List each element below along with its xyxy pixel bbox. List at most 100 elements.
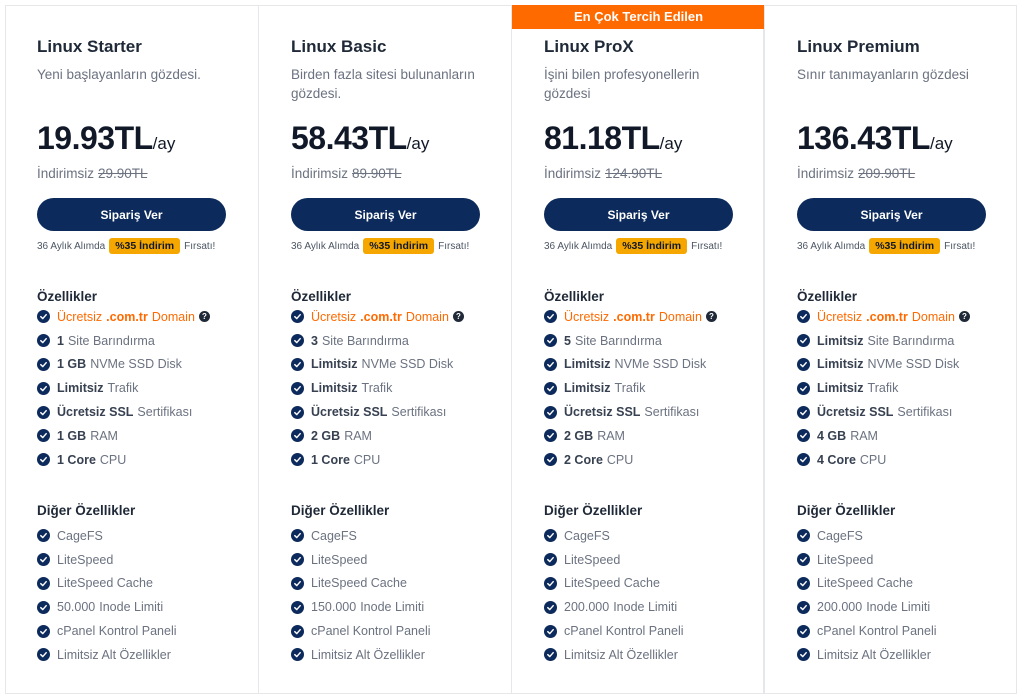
feature-label: LiteSpeed Cache xyxy=(311,576,407,591)
feature-label: CPU xyxy=(353,452,381,467)
check-icon xyxy=(797,624,810,638)
feature-ssl: Ücretsiz SSL Sertifikası xyxy=(291,400,464,424)
check-icon xyxy=(291,429,304,443)
feature-label: cPanel Kontrol Paneli xyxy=(311,624,431,639)
check-icon xyxy=(37,600,50,614)
feature-value: 1 Core xyxy=(311,452,350,467)
domain-word: Domain xyxy=(911,309,955,324)
feature-label: RAM xyxy=(90,428,118,443)
feature-label: LiteSpeed xyxy=(564,552,621,567)
feature-traffic: Limitsiz Trafik xyxy=(797,376,970,400)
feature-label: Sertifikası xyxy=(897,405,953,420)
old-price: İndirimsiz 209.90TL xyxy=(797,166,915,181)
feature-value: 1 Core xyxy=(57,452,96,467)
feature-label: LiteSpeed Cache xyxy=(817,576,913,591)
check-icon xyxy=(544,357,557,371)
domain-free: Ücretsiz xyxy=(311,309,357,324)
feature-label: Sertifikası xyxy=(644,405,700,420)
feature-sites: 5 Site Barındırma xyxy=(544,329,717,353)
feature-label: NVMe SSD Disk xyxy=(361,357,454,372)
price-unit: /ay xyxy=(659,134,683,153)
check-icon xyxy=(544,453,557,467)
check-icon xyxy=(544,381,557,395)
old-price-value: 124.90TL xyxy=(605,166,663,181)
plan-card: Linux ProX İşini bilen profesyonellerin … xyxy=(511,5,765,694)
feature-traffic: Limitsiz Trafik xyxy=(291,376,464,400)
plan-name: Linux Basic xyxy=(291,37,387,56)
feature-ram: 2 GB RAM xyxy=(544,424,717,448)
promo-suffix: Fırsatı! xyxy=(691,240,723,252)
feature-ssl: Ücretsiz SSL Sertifikası xyxy=(797,400,970,424)
discount-badge: %35 İndirim xyxy=(616,238,688,254)
old-price-label: İndirimsiz xyxy=(797,166,855,181)
feature-value: Limitsiz xyxy=(564,381,611,396)
feature-label: LiteSpeed xyxy=(57,552,114,567)
other-features-title: Diğer Özellikler xyxy=(544,503,643,518)
feature-value: 1 GB xyxy=(57,357,87,372)
feature-sites: 1 Site Barındırma xyxy=(37,329,210,353)
feature-ram: 1 GB RAM xyxy=(37,424,210,448)
check-icon xyxy=(797,310,810,324)
plan-price: 58.43TL/ay xyxy=(291,120,429,157)
promo-suffix: Fırsatı! xyxy=(184,240,216,252)
check-icon xyxy=(797,405,810,419)
feature-value: Limitsiz xyxy=(564,357,611,372)
feature-traffic: Limitsiz Trafik xyxy=(544,376,717,400)
feature-value: 1 xyxy=(57,333,64,348)
check-icon xyxy=(37,357,50,371)
plan-name: Linux Starter xyxy=(37,37,142,56)
feature-value: Ücretsiz SSL xyxy=(311,405,388,420)
feature-label: CageFS xyxy=(564,528,610,543)
help-icon[interactable]: ? xyxy=(452,311,464,323)
features-title: Özellikler xyxy=(544,289,605,304)
features-title: Özellikler xyxy=(797,289,858,304)
discount-badge: %35 İndirim xyxy=(869,238,941,254)
feature-label: Limitsiz Alt Özellikler xyxy=(817,647,931,662)
feature-label: Trafik xyxy=(614,381,646,396)
order-button[interactable]: Sipariş Ver xyxy=(37,198,226,231)
feature-label: LiteSpeed Cache xyxy=(564,576,660,591)
other-feature: LiteSpeed xyxy=(544,548,684,572)
feature-value: 3 xyxy=(311,333,318,348)
plan-description: Yeni başlayanların gözdesi. xyxy=(37,67,201,82)
check-icon xyxy=(291,624,304,638)
other-features-list: CageFS LiteSpeed LiteSpeed Cache 200.000… xyxy=(797,524,937,667)
check-icon xyxy=(291,529,304,543)
feature-value: Ücretsiz SSL xyxy=(57,405,134,420)
other-features-title: Diğer Özellikler xyxy=(291,503,390,518)
help-icon[interactable]: ? xyxy=(705,311,717,323)
order-button[interactable]: Sipariş Ver xyxy=(797,198,986,231)
check-icon xyxy=(291,334,304,348)
feature-ram: 4 GB RAM xyxy=(797,424,970,448)
feature-disk: 1 GB NVMe SSD Disk xyxy=(37,353,210,377)
check-icon xyxy=(544,310,557,324)
feature-domain: Ücretsiz .com.tr Domain? xyxy=(291,305,464,329)
help-icon[interactable]: ? xyxy=(958,311,970,323)
inode-value: 150.000 xyxy=(311,600,357,615)
domain-free: Ücretsiz xyxy=(817,309,863,324)
order-button[interactable]: Sipariş Ver xyxy=(544,198,733,231)
other-features-list: CageFS LiteSpeed LiteSpeed Cache 50.000 I… xyxy=(37,524,177,667)
plan-price: 19.93TL/ay xyxy=(37,120,175,157)
feature-disk: Limitsiz NVMe SSD Disk xyxy=(797,353,970,377)
feature-value: Limitsiz xyxy=(311,357,358,372)
feature-label: Site Barındırma xyxy=(867,333,955,348)
feature-value: Limitsiz xyxy=(311,381,358,396)
feature-value: Limitsiz xyxy=(57,381,104,396)
check-icon xyxy=(37,453,50,467)
check-icon xyxy=(37,429,50,443)
feature-label: LiteSpeed xyxy=(817,552,874,567)
check-icon xyxy=(37,334,50,348)
help-icon[interactable]: ? xyxy=(198,311,210,323)
feature-value: 2 GB xyxy=(564,428,594,443)
order-button[interactable]: Sipariş Ver xyxy=(291,198,480,231)
feature-label: CageFS xyxy=(817,528,863,543)
domain-tld: .com.tr xyxy=(613,309,655,324)
feature-sites: 3 Site Barındırma xyxy=(291,329,464,353)
feature-label: Site Barındırma xyxy=(574,333,662,348)
promo-prefix: 36 Aylık Alımda xyxy=(291,240,360,252)
other-feature: cPanel Kontrol Paneli xyxy=(291,619,431,643)
other-feature: CageFS xyxy=(37,524,177,548)
feature-value: 4 Core xyxy=(817,452,856,467)
feature-label: LiteSpeed xyxy=(311,552,368,567)
